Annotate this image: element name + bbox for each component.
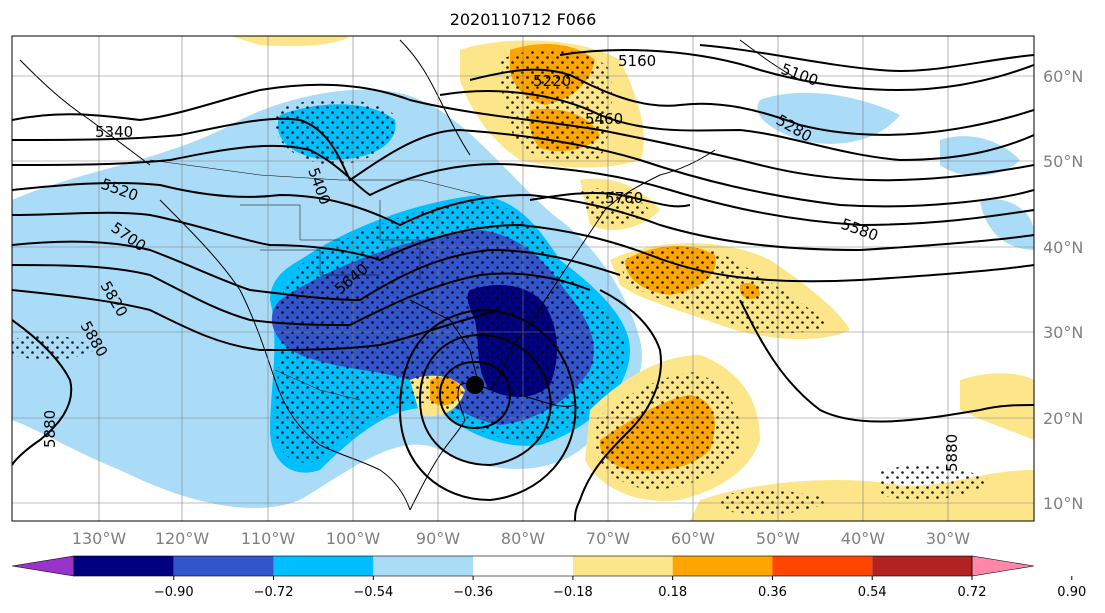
colorbar-tick-label: 0.36 (758, 585, 787, 600)
lon-label: 60°W (671, 529, 715, 548)
storm-ring-1 (438, 360, 512, 430)
contour-5880-east (739, 299, 1034, 423)
contour-label: 5460 (585, 110, 623, 128)
contour-5820 (12, 289, 501, 352)
contour-5280 (439, 90, 1034, 162)
colorbar-segment (772, 556, 873, 576)
colorbar-tick-label: −0.72 (254, 585, 294, 600)
colorbar-tick-label: −0.18 (553, 585, 593, 600)
height-contours (12, 44, 1034, 521)
contour-5460 (12, 144, 1034, 227)
contour-label: 5880 (943, 434, 961, 472)
lon-label: 110°W (241, 529, 296, 548)
lon-label: 30°W (926, 529, 970, 548)
contour-label: 5160 (618, 52, 656, 70)
contour-5760 (529, 191, 691, 208)
lon-label: 120°W (155, 529, 210, 548)
map-frame (11, 35, 1035, 522)
significance-stipple (12, 49, 990, 515)
colorbar-tick-label: −0.90 (154, 585, 194, 600)
contour-5580 (12, 211, 1034, 283)
contour-5700 (12, 264, 591, 327)
contour-5220 (469, 68, 1034, 136)
colorbar-tick-label: −0.54 (353, 585, 393, 600)
latitude-labels: 60°N 50°N 40°N 30°N 20°N 10°N (1043, 67, 1083, 513)
lon-label: 90°W (416, 529, 460, 548)
colorbar-segment (672, 556, 773, 576)
storm-ring-2 (418, 333, 552, 467)
colorbar-frame (73, 555, 973, 577)
contour-label: 5760 (605, 189, 643, 207)
colorbar-extend-max (971, 555, 1035, 577)
contour-label: 5220 (533, 72, 571, 90)
colorbar-segment (273, 556, 374, 576)
lon-label: 70°W (586, 529, 630, 548)
chart-title: 2020110712 F066 (450, 10, 597, 29)
longitude-labels: 130°W 120°W 110°W 100°W 90°W 80°W 70°W 6… (72, 529, 970, 548)
colorbar-segment (473, 556, 573, 576)
political-borders (149, 159, 481, 401)
lat-label: 20°N (1043, 409, 1083, 428)
lat-label: 60°N (1043, 67, 1083, 86)
colorbar-segment (74, 556, 174, 576)
lon-label: 130°W (72, 529, 127, 548)
contour-5400 (12, 117, 1034, 208)
storm-center-marker (466, 376, 484, 394)
storm-ring-3 (398, 308, 577, 502)
lat-label: 10°N (1043, 494, 1083, 513)
colorbar-segment (572, 556, 673, 576)
lat-label: 50°N (1043, 152, 1083, 171)
colorbar: −0.90 −0.72 −0.54 −0.36 −0.18 0.18 0.36 0.54 0.7… (11, 555, 1086, 600)
colorbar-segment (173, 556, 274, 576)
grid-lines (12, 36, 1034, 521)
lon-label: 50°W (756, 529, 800, 548)
colorbar-segment (872, 556, 972, 576)
coastlines (19, 39, 801, 511)
lon-label: 40°W (841, 529, 885, 548)
map-panel (12, 36, 1034, 521)
contour-5100 (699, 44, 1034, 72)
colorbar-tick-label: 0.54 (858, 585, 887, 600)
contour-5520 (12, 181, 1034, 252)
contour-5880-west (12, 319, 73, 466)
contour-label: 5340 (95, 123, 133, 141)
lon-label: 100°W (326, 529, 381, 548)
colorbar-tick-label: 0.18 (658, 585, 687, 600)
colorbar-tick-label: −0.36 (453, 585, 493, 600)
colorbar-segment (373, 556, 474, 576)
colorbar-extend-min (11, 555, 75, 577)
colorbar-tick-label: 0.72 (958, 585, 987, 600)
contour-5340 (12, 83, 1034, 182)
lat-label: 30°N (1043, 323, 1083, 342)
lat-label: 40°N (1043, 238, 1083, 257)
colorbar-tick-label: 0.90 (1057, 585, 1086, 600)
contour-5160 (559, 49, 1034, 91)
contour-5880-central (574, 289, 662, 521)
lon-label: 80°W (501, 529, 545, 548)
contour-5640 (12, 240, 621, 302)
contour-label: 5880 (41, 410, 59, 448)
